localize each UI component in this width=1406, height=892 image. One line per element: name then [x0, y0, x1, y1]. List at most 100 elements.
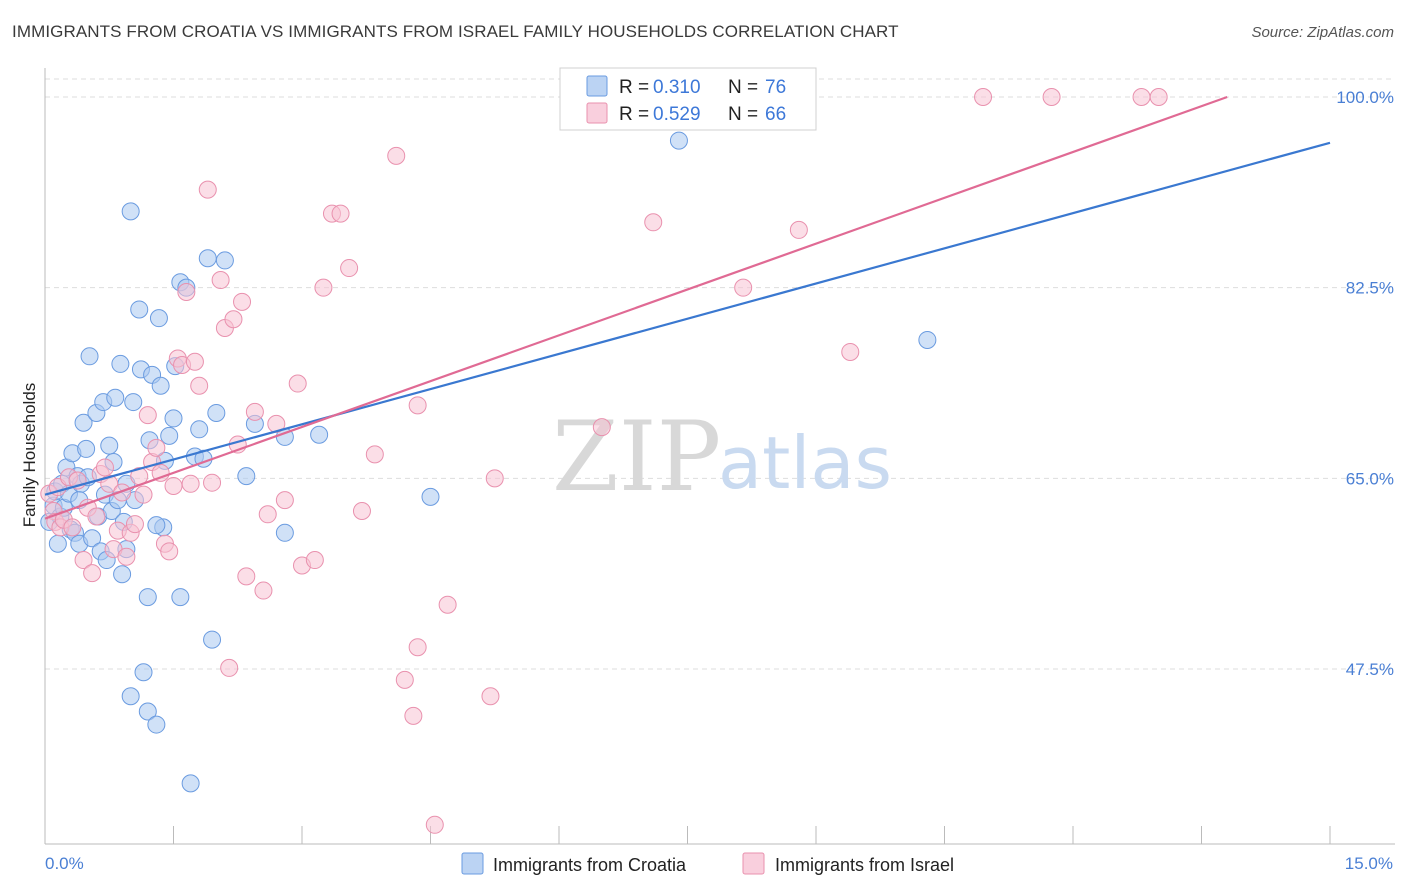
- watermark-zip: ZIP: [552, 401, 721, 513]
- data-point-croatia: [111, 354, 130, 373]
- data-point-croatia: [147, 516, 166, 535]
- x-tick-label: 0.0%: [45, 854, 84, 873]
- watermark-atlas: atlas: [718, 421, 892, 505]
- series-israel-points: [40, 82, 1168, 834]
- data-point-israel: [1149, 88, 1168, 106]
- data-point-israel: [224, 310, 243, 329]
- data-point-croatia: [421, 487, 440, 506]
- chart-source: Source: ZipAtlas.com: [1251, 24, 1394, 41]
- data-point-israel: [485, 469, 504, 488]
- data-point-israel: [211, 271, 230, 290]
- data-point-israel: [425, 815, 444, 834]
- data-point-israel: [160, 542, 179, 561]
- data-point-israel: [87, 507, 106, 526]
- data-point-israel: [841, 342, 860, 361]
- axes-layer: [44, 68, 1395, 845]
- y-tick-label: 65.0%: [1346, 469, 1394, 488]
- data-point-croatia: [275, 523, 294, 542]
- data-point-israel: [113, 483, 132, 502]
- legend-r-label-israel: R =: [619, 104, 649, 125]
- tick-labels: 100.0% 82.5% 65.0% 47.5% 0.0% 15.0%: [45, 88, 1394, 873]
- legend-n-label-israel: N =: [728, 104, 758, 125]
- data-point-israel: [481, 687, 500, 706]
- data-point-israel: [974, 88, 993, 106]
- data-point-croatia: [138, 588, 157, 607]
- data-point-croatia: [237, 467, 256, 486]
- data-point-israel: [164, 476, 183, 495]
- data-point-croatia: [77, 439, 96, 458]
- data-point-croatia: [207, 403, 226, 422]
- data-point-israel: [644, 213, 663, 232]
- legend: R = 0.310 N = 76 R = 0.529 N = 66: [559, 67, 817, 131]
- bottom-legend-swatch-croatia: [461, 852, 484, 875]
- y-axis-label: Family Households: [20, 383, 39, 528]
- data-point-israel: [305, 551, 324, 570]
- data-point-israel: [151, 463, 170, 482]
- legend-swatch-croatia: [586, 75, 608, 97]
- data-point-israel: [138, 406, 157, 425]
- data-point-israel: [275, 491, 294, 510]
- bottom-legend-swatch-israel: [742, 852, 765, 875]
- data-point-croatia: [164, 409, 183, 428]
- chart-title: IMMIGRANTS FROM CROATIA VS IMMIGRANTS FR…: [12, 22, 899, 41]
- data-point-israel: [181, 474, 200, 493]
- data-point-israel: [408, 638, 427, 657]
- data-point-israel: [198, 180, 217, 199]
- data-point-croatia: [215, 251, 234, 270]
- data-point-israel: [408, 396, 427, 415]
- data-point-croatia: [83, 529, 102, 548]
- data-point-israel: [134, 485, 153, 504]
- data-point-israel: [1132, 88, 1151, 106]
- watermark: ZIP atlas: [552, 401, 892, 513]
- data-point-croatia: [121, 202, 140, 221]
- data-point-israel: [340, 259, 359, 278]
- bottom-legend-label-croatia: Immigrants from Croatia: [493, 855, 687, 875]
- y-tick-label: 100.0%: [1336, 88, 1394, 107]
- data-point-israel: [438, 595, 457, 614]
- legend-n-value-croatia: 76: [765, 77, 786, 98]
- legend-n-value-israel: 66: [765, 104, 786, 125]
- data-point-israel: [100, 474, 119, 493]
- x-tick-label: 15.0%: [1345, 854, 1393, 873]
- data-point-croatia: [134, 663, 153, 682]
- trendline-croatia: [44, 141, 1331, 496]
- y-tick-label: 82.5%: [1346, 279, 1394, 298]
- data-point-israel: [734, 278, 753, 297]
- data-point-croatia: [130, 300, 149, 319]
- data-point-croatia: [198, 249, 217, 268]
- data-point-israel: [331, 204, 350, 223]
- data-point-israel: [404, 706, 423, 725]
- legend-swatch-israel: [586, 102, 608, 124]
- data-point-israel: [63, 518, 82, 537]
- data-point-croatia: [160, 426, 179, 445]
- data-point-israel: [288, 374, 307, 393]
- data-point-israel: [185, 352, 204, 371]
- data-point-croatia: [100, 436, 119, 455]
- data-point-croatia: [138, 702, 157, 721]
- data-point-croatia: [203, 630, 222, 649]
- data-point-croatia: [181, 774, 200, 793]
- data-point-croatia: [124, 393, 143, 412]
- data-point-israel: [190, 376, 209, 395]
- data-point-israel: [314, 278, 333, 297]
- data-point-israel: [74, 551, 93, 570]
- data-point-israel: [83, 564, 102, 583]
- data-point-israel: [1042, 88, 1061, 106]
- data-point-israel: [203, 473, 222, 492]
- legend-n-label-croatia: N =: [728, 77, 758, 98]
- data-point-israel: [789, 220, 808, 239]
- data-point-croatia: [48, 534, 67, 553]
- trendlines: [44, 95, 1331, 520]
- bottom-legend-label-israel: Immigrants from Israel: [775, 855, 954, 875]
- data-point-croatia: [121, 687, 140, 706]
- data-point-croatia: [669, 131, 688, 150]
- legend-r-label-croatia: R =: [619, 77, 649, 98]
- trendline-israel: [44, 95, 1228, 520]
- data-point-israel: [245, 402, 264, 421]
- data-point-israel: [395, 670, 414, 689]
- data-point-croatia: [147, 715, 166, 734]
- data-point-israel: [125, 515, 144, 534]
- data-point-israel: [147, 438, 166, 457]
- data-point-croatia: [106, 388, 125, 407]
